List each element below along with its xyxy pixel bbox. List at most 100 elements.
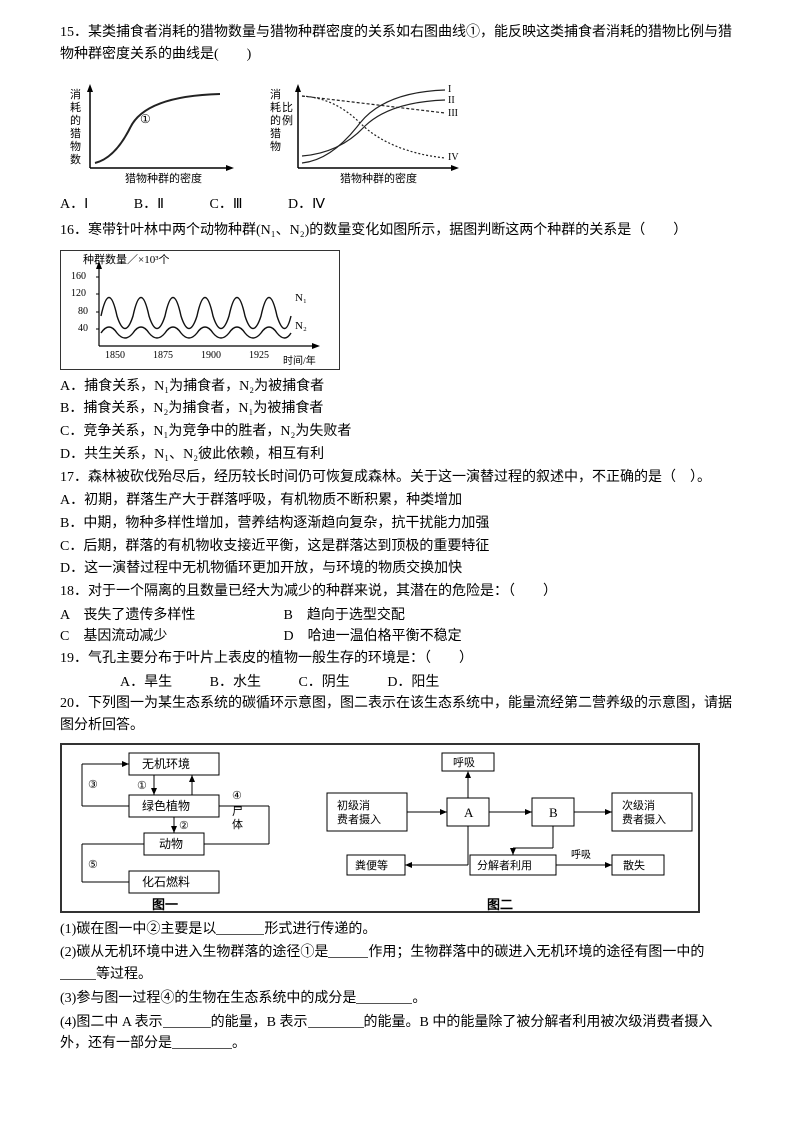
svg-text:物: 物: [70, 139, 81, 153]
q16-diagram: 种群数量／×10³个 160 120 80 40 N₁ N₂ 1850 1875…: [60, 250, 340, 370]
svg-text:时间/年: 时间/年: [283, 354, 316, 367]
svg-text:猎物种群的密度: 猎物种群的密度: [125, 171, 202, 185]
svg-text:比: 比: [282, 101, 293, 114]
diagram1: 无机环境 绿色植物 动物 化石燃料 ① ② ③ ④ 尸体 ⑤ 图一: [82, 753, 269, 911]
svg-text:④: ④: [232, 790, 242, 802]
svg-text:120: 120: [71, 288, 86, 299]
opt-c: C 基因流动减少: [60, 626, 280, 648]
svg-text:猎: 猎: [70, 126, 81, 140]
svg-text:40: 40: [78, 323, 88, 334]
svg-text:数: 数: [70, 153, 81, 166]
svg-text:分解者利用: 分解者利用: [477, 858, 532, 872]
q18-num: 18．: [60, 584, 88, 599]
blank[interactable]: [356, 990, 412, 1004]
curve-n1: [101, 297, 291, 328]
opt-b: B．Ⅱ: [134, 194, 164, 216]
blank[interactable]: [60, 966, 96, 980]
q16-num: 16．: [60, 223, 88, 238]
q20-diagram: 无机环境 绿色植物 动物 化石燃料 ① ② ③ ④ 尸体 ⑤ 图一 初级消费者摄…: [60, 743, 700, 913]
q15-text: 15．某类捕食者消耗的猎物数量与猎物种群密度的关系如右图曲线①，能反映这类捕食者…: [60, 22, 740, 65]
opt-b: B 趋向于选型交配: [284, 608, 405, 623]
q20-s1: (1)碳在图一中②主要是以形式进行传递的。: [60, 919, 740, 941]
q15-options: A．Ⅰ B．Ⅱ C．Ⅲ D．Ⅳ: [60, 194, 740, 216]
q15-num: 15．: [60, 25, 88, 40]
svg-text:次级消: 次级消: [622, 798, 655, 812]
svg-text:费者摄入: 费者摄入: [622, 812, 666, 826]
svg-text:80: 80: [78, 306, 88, 317]
svg-text:②: ②: [179, 820, 189, 832]
svg-text:1850: 1850: [105, 350, 125, 361]
opt-d: D．这一演替过程中无机物循环更加开放，与环境的物质交换加快: [60, 558, 740, 580]
svg-text:的: 的: [70, 113, 81, 127]
q17-text: 17．森林被砍伐殆尽后，经历较长时间仍可恢复成森林。关于这一演替过程的叙述中，不…: [60, 467, 740, 489]
svg-text:1875: 1875: [153, 350, 173, 361]
q20-text: 20．下列图一为某生态系统的碳循环示意图，图二表示在该生态系统中，能量流经第二营…: [60, 693, 740, 736]
q20-s2: (2)碳从无机环境中进入生物群落的途径①是作用；生物群落中的碳进入无机环境的途径…: [60, 942, 740, 985]
q19-num: 19．: [60, 651, 88, 666]
q19-options: A．旱生 B．水生 C．阴生 D．阳生: [60, 672, 740, 694]
svg-text:A: A: [464, 805, 474, 820]
blank[interactable]: [308, 1014, 364, 1028]
svg-text:粪便等: 粪便等: [355, 858, 388, 872]
svg-text:猎物种群的密度: 猎物种群的密度: [340, 171, 417, 185]
opt-a: A．初期，群落生产大于群落呼吸，有机物质不断积累，种类增加: [60, 490, 740, 512]
q15-chart1: 消 耗 的 猎 物 数 ① 猎物种群的密度: [70, 84, 234, 185]
q17-options: A．初期，群落生产大于群落呼吸，有机物质不断积累，种类增加 B．中期，物种多样性…: [60, 490, 740, 580]
opt-c: C．后期，群落的有机物收支接近平衡，这是群落达到顶极的重要特征: [60, 536, 740, 558]
svg-text:IV: IV: [448, 152, 459, 163]
q20-s3: (3)参与图一过程④的生物在生态系统中的成分是。: [60, 988, 740, 1010]
opt-b: B．中期，物种多样性增加，营养结构逐渐趋向复杂，抗干扰能力加强: [60, 513, 740, 535]
svg-text:体: 体: [232, 817, 243, 831]
curve-n2: [101, 327, 291, 338]
svg-text:1925: 1925: [249, 350, 269, 361]
opt-d: D．阳生: [387, 672, 439, 694]
opt-d: D．共生关系，N₁、N₂彼此依赖，相互有利: [60, 444, 740, 466]
q18-options: A 丧失了遗传多样性 B 趋向于选型交配 C 基因流动减少 D 哈迪一温伯格平衡…: [60, 605, 740, 648]
svg-text:呼吸: 呼吸: [571, 849, 591, 861]
svg-text:图二: 图二: [487, 897, 513, 911]
svg-text:消: 消: [270, 87, 281, 101]
opt-b: B．水生: [210, 672, 261, 694]
opt-a: A．旱生: [120, 672, 172, 694]
q20-s4: (4)图二中 A 表示的能量，B 表示的能量。B 中的能量除了被分解者利用被次级…: [60, 1012, 740, 1055]
svg-text:①: ①: [140, 112, 151, 126]
svg-text:绿色植物: 绿色植物: [142, 798, 190, 813]
chart1-ylabel: 消: [70, 87, 81, 101]
svg-text:耗: 耗: [70, 101, 81, 114]
opt-a: A．Ⅰ: [60, 194, 88, 216]
svg-text:例: 例: [282, 113, 293, 127]
svg-text:物: 物: [270, 139, 281, 153]
opt-c: C．阴生: [298, 672, 349, 694]
opt-a: A 丧失了遗传多样性: [60, 605, 280, 627]
q19-text: 19．气孔主要分布于叶片上表皮的植物一般生存的环境是：（ ）: [60, 648, 740, 670]
svg-text:无机环境: 无机环境: [142, 756, 190, 771]
blank[interactable]: [172, 1035, 232, 1049]
chart1-curve: [95, 94, 220, 163]
svg-text:图一: 图一: [152, 897, 178, 911]
q17-num: 17．: [60, 470, 88, 485]
blank[interactable]: [328, 944, 368, 958]
opt-d: D 哈迪一温伯格平衡不稳定: [284, 629, 462, 644]
blank[interactable]: [163, 1014, 211, 1028]
opt-a: A．捕食关系，N₁为捕食者，N₂为被捕食者: [60, 376, 740, 398]
svg-text:动物: 动物: [159, 837, 183, 851]
svg-text:III: III: [448, 108, 458, 119]
svg-text:初级消: 初级消: [337, 798, 370, 812]
diagram2: 初级消费者摄入 A B 次级消费者摄入 呼吸 粪便等 分解者利用 呼吸 散失 图…: [327, 753, 692, 911]
svg-text:化石燃料: 化石燃料: [142, 874, 190, 889]
svg-text:N₂: N₂: [295, 320, 307, 332]
svg-text:N₁: N₁: [295, 292, 307, 304]
svg-text:的: 的: [270, 113, 281, 127]
svg-text:①: ①: [137, 780, 147, 792]
svg-text:I: I: [448, 84, 451, 95]
svg-text:160: 160: [71, 271, 86, 282]
opt-d: D．Ⅳ: [288, 194, 325, 216]
svg-text:尸: 尸: [232, 806, 243, 818]
svg-text:B: B: [549, 805, 558, 820]
blank[interactable]: [216, 921, 264, 935]
q16-text: 16．寒带针叶林中两个动物种群(N₁、N₂)的数量变化如图所示，据图判断这两个种…: [60, 220, 740, 242]
svg-text:种群数量／×10³个: 种群数量／×10³个: [83, 252, 170, 266]
svg-text:II: II: [448, 95, 455, 106]
opt-b: B．捕食关系，N₂为捕食者，N₁为被捕食者: [60, 398, 740, 420]
q20-num: 20．: [60, 696, 88, 711]
